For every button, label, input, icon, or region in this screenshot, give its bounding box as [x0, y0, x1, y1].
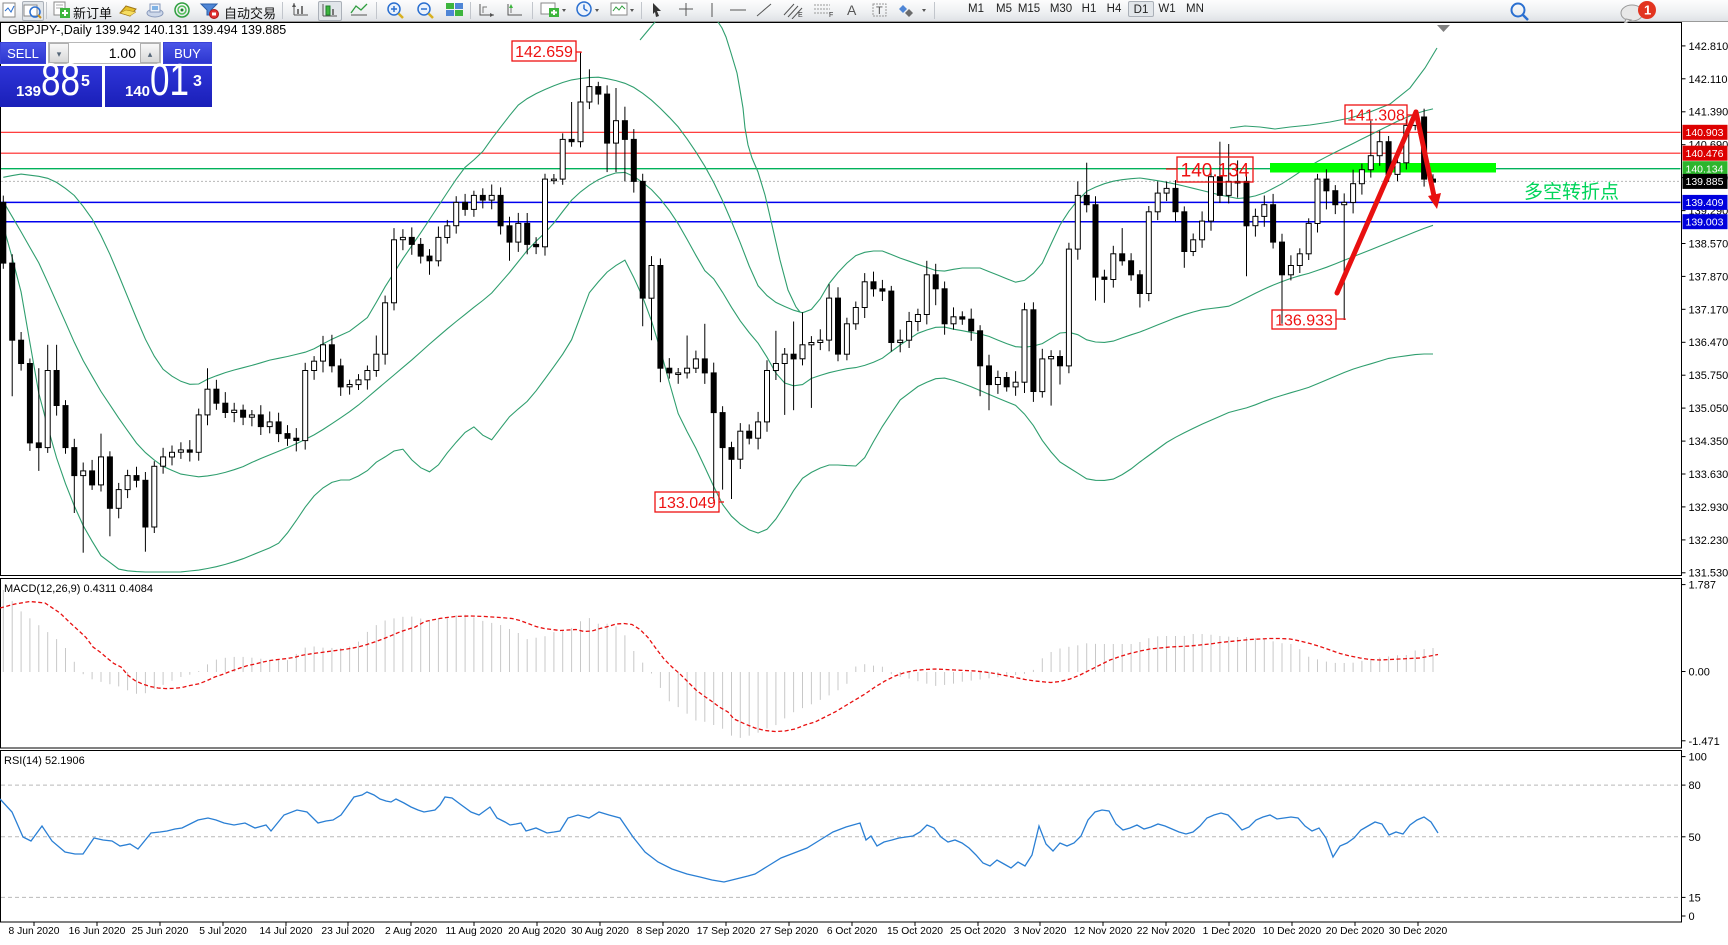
svg-text:23 Jul 2020: 23 Jul 2020: [321, 926, 375, 937]
svg-text:RSI(14) 52.1906: RSI(14) 52.1906: [4, 755, 85, 767]
svg-text:多空转折点: 多空转折点: [1524, 181, 1619, 203]
svg-text:-1.471: -1.471: [1689, 736, 1720, 748]
svg-text:135.750: 135.750: [1689, 370, 1728, 382]
svg-text:139.885: 139.885: [1686, 176, 1724, 188]
svg-text:1.787: 1.787: [1689, 580, 1717, 592]
svg-text:134.350: 134.350: [1689, 436, 1728, 448]
svg-text:137.870: 137.870: [1689, 271, 1728, 283]
svg-text:T: T: [876, 5, 883, 17]
svg-text:E: E: [798, 12, 803, 19]
svg-text:142.110: 142.110: [1689, 74, 1728, 86]
svg-text:5 Jul 2020: 5 Jul 2020: [199, 926, 247, 937]
svg-text:0.00: 0.00: [1689, 667, 1710, 679]
svg-text:6 Oct 2020: 6 Oct 2020: [827, 926, 878, 937]
svg-text:30 Aug 2020: 30 Aug 2020: [571, 926, 629, 937]
svg-text:141.308: 141.308: [1347, 107, 1405, 124]
svg-text:139.409: 139.409: [1686, 197, 1724, 209]
svg-text:22 Nov 2020: 22 Nov 2020: [1137, 926, 1196, 937]
svg-text:133.630: 133.630: [1689, 469, 1728, 481]
svg-text:141.390: 141.390: [1689, 107, 1728, 119]
svg-text:A: A: [847, 2, 857, 18]
svg-text:3 Nov 2020: 3 Nov 2020: [1014, 926, 1067, 937]
svg-text:137.170: 137.170: [1689, 304, 1728, 316]
svg-text:50: 50: [1689, 832, 1701, 844]
svg-text:MACD(12,26,9) 0.4311 0.4084: MACD(12,26,9) 0.4311 0.4084: [4, 583, 153, 595]
svg-text:F: F: [829, 12, 833, 19]
svg-text:15 Oct 2020: 15 Oct 2020: [887, 926, 943, 937]
svg-text:27 Sep 2020: 27 Sep 2020: [760, 926, 819, 937]
svg-text:14 Jul 2020: 14 Jul 2020: [259, 926, 313, 937]
svg-text:15: 15: [1689, 892, 1701, 904]
svg-text:131.530: 131.530: [1689, 568, 1728, 580]
svg-text:132.930: 132.930: [1689, 502, 1728, 514]
svg-text:80: 80: [1689, 780, 1701, 792]
svg-text:133.049: 133.049: [658, 495, 716, 512]
svg-text:10 Dec 2020: 10 Dec 2020: [1263, 926, 1322, 937]
svg-text:8 Sep 2020: 8 Sep 2020: [637, 926, 690, 937]
svg-text:30 Dec 2020: 30 Dec 2020: [1389, 926, 1448, 937]
svg-text:100: 100: [1689, 752, 1707, 764]
svg-text:12 Nov 2020: 12 Nov 2020: [1074, 926, 1133, 937]
svg-text:11 Aug 2020: 11 Aug 2020: [445, 926, 502, 937]
svg-text:0: 0: [1689, 911, 1695, 923]
svg-text:142.659: 142.659: [515, 44, 573, 61]
svg-text:139.003: 139.003: [1686, 217, 1724, 229]
svg-text:2 Aug 2020: 2 Aug 2020: [385, 926, 437, 937]
svg-text:8 Jun 2020: 8 Jun 2020: [9, 926, 60, 937]
svg-text:20 Dec 2020: 20 Dec 2020: [1326, 926, 1385, 937]
svg-text:140.903: 140.903: [1686, 127, 1724, 139]
svg-text:138.570: 138.570: [1689, 238, 1728, 250]
svg-text:132.230: 132.230: [1689, 535, 1728, 547]
svg-text:136.933: 136.933: [1275, 312, 1333, 329]
svg-text:1: 1: [1644, 3, 1651, 18]
svg-text:17 Sep 2020: 17 Sep 2020: [697, 926, 756, 937]
svg-text:GBPJPY-,Daily 139.942 140.131: GBPJPY-,Daily 139.942 140.131 139.494 13…: [8, 23, 286, 37]
svg-text:140.476: 140.476: [1686, 148, 1724, 160]
svg-text:135.050: 135.050: [1689, 403, 1728, 415]
svg-text:25 Jun 2020: 25 Jun 2020: [132, 926, 189, 937]
svg-text:140.134: 140.134: [1686, 164, 1724, 176]
svg-text:142.810: 142.810: [1689, 41, 1728, 53]
svg-text:1 Dec 2020: 1 Dec 2020: [1203, 926, 1256, 937]
svg-text:20 Aug 2020: 20 Aug 2020: [508, 926, 566, 937]
svg-text:16 Jun 2020: 16 Jun 2020: [69, 926, 126, 937]
svg-text:136.470: 136.470: [1689, 337, 1728, 349]
svg-text:140.134: 140.134: [1181, 160, 1250, 181]
svg-text:25 Oct 2020: 25 Oct 2020: [950, 926, 1006, 937]
